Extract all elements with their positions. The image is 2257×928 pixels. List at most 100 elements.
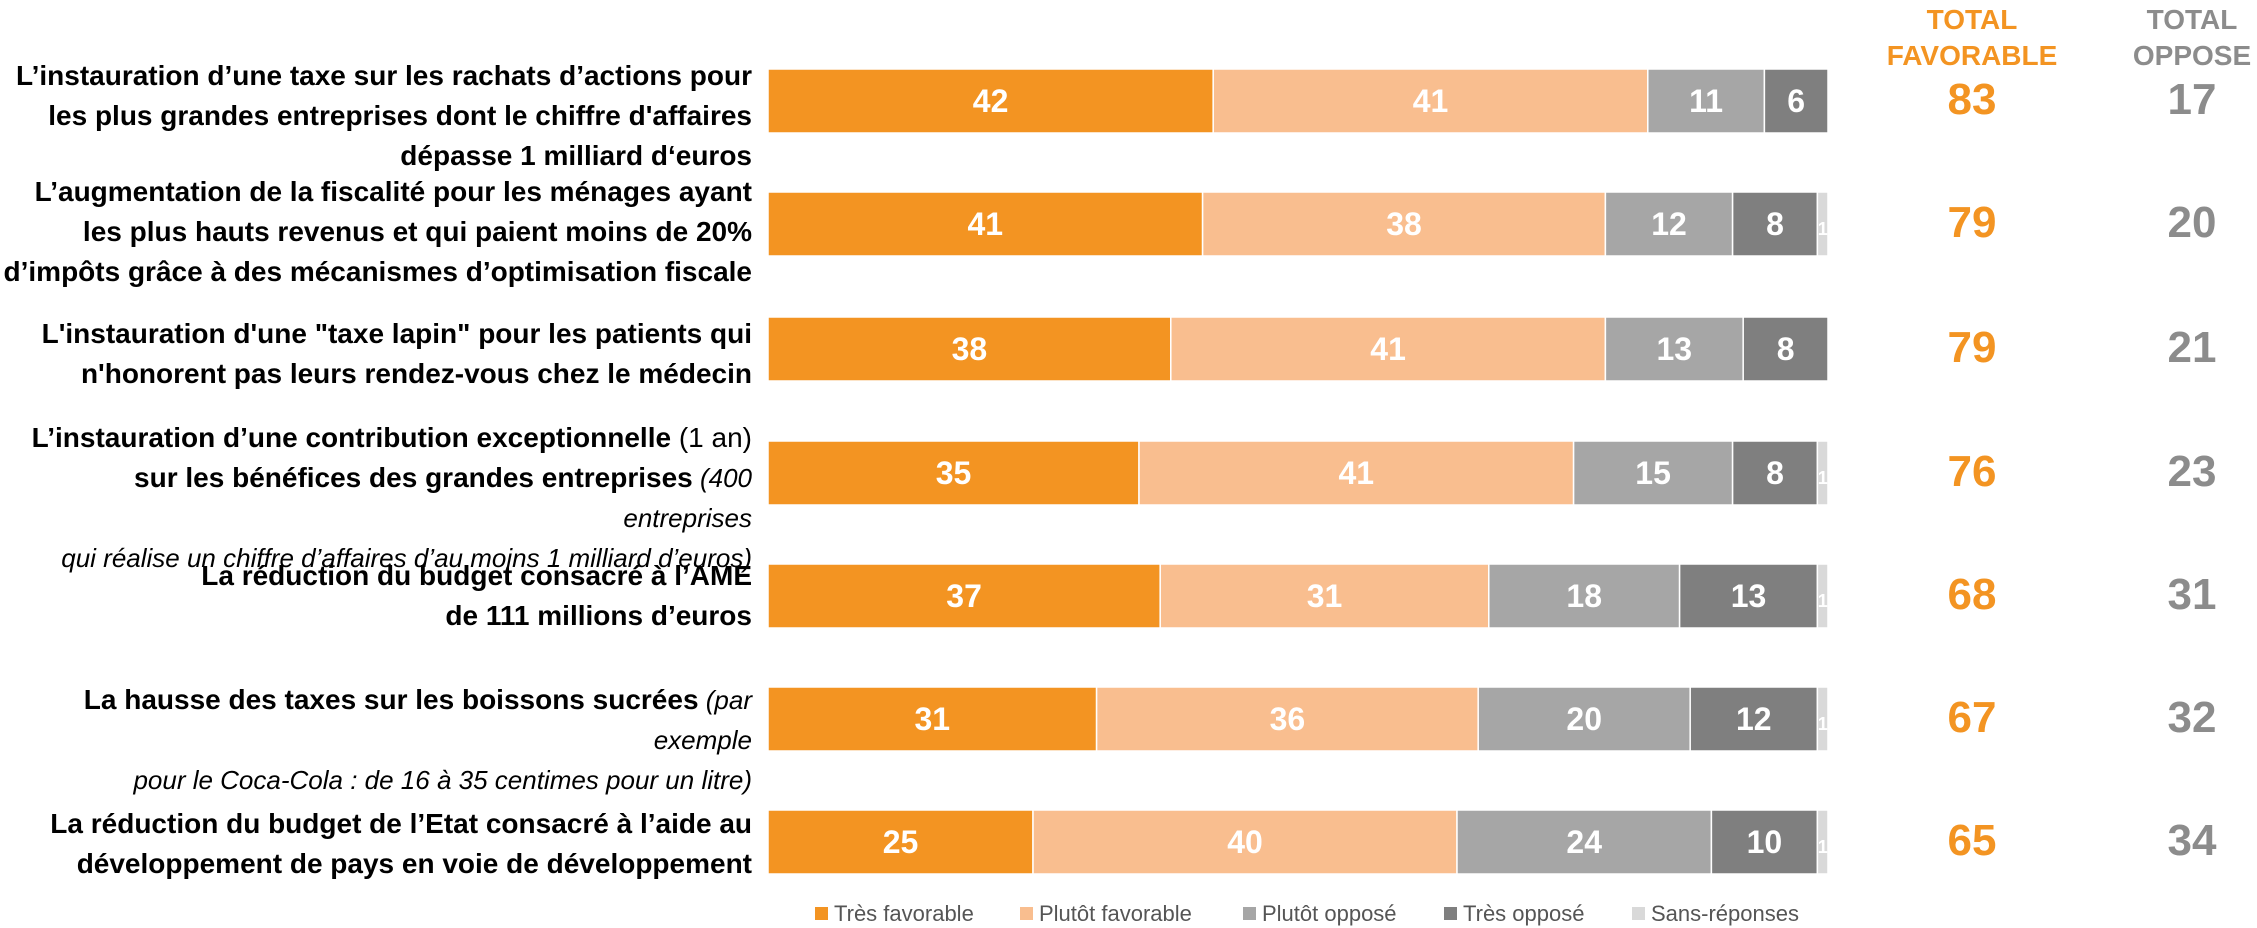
data-label-row6-series3: 20: [1566, 701, 1602, 737]
data-label-row5-series3: 18: [1566, 578, 1602, 614]
row-label-4: L’instauration d’une contribution except…: [31, 422, 752, 573]
total-favorable-value-row5: 68: [1947, 570, 1997, 619]
total-favorable-value-row4: 76: [1947, 447, 1997, 496]
bar-segment-row6-series1: [767, 686, 1098, 752]
data-label-row4-series2: 41: [1339, 455, 1375, 491]
total-oppose-value-row1: 17: [2167, 75, 2217, 124]
row-label-1: L’instauration d’une taxe sur les rachat…: [16, 60, 752, 171]
bar-segment-row7-series4: [1710, 809, 1819, 875]
data-label-row7-series5: 1: [1818, 837, 1828, 857]
total-oppose-value-row7: 34: [2167, 816, 2217, 865]
data-label-row2-series3: 12: [1651, 206, 1687, 242]
legend-label-4: Très opposé: [1463, 901, 1585, 926]
total-favorable-value-row1: 83: [1947, 75, 1997, 124]
bar-segment-row4-series1: [767, 440, 1140, 506]
row-label-7: La réduction du budget de l’Etat consacr…: [50, 808, 752, 879]
bar-segment-row7-series5: [1816, 809, 1829, 875]
legend-label-1: Très favorable: [834, 901, 974, 926]
data-label-row7-series1: 25: [883, 824, 919, 860]
row-label-5: La réduction du budget consacré à l’AME …: [201, 560, 752, 631]
total-favorable-value-row2: 79: [1947, 198, 1997, 247]
legend-label-3: Plutôt opposé: [1262, 901, 1397, 926]
legend-label-5: Sans-réponses: [1651, 901, 1799, 926]
legend-item-1: Très favorable: [815, 900, 974, 928]
total-favorable-value-row7: 65: [1947, 816, 1997, 865]
bar-segment-row4-series5: [1816, 440, 1829, 506]
data-label-row2-series5: 1: [1818, 219, 1828, 239]
data-label-row7-series4: 10: [1747, 824, 1783, 860]
data-label-row6-series5: 1: [1818, 714, 1828, 734]
bar-segment-row3-series3: [1604, 316, 1744, 382]
data-label-row3-series4: 8: [1777, 331, 1795, 367]
data-label-row1-series3: 11: [1689, 83, 1723, 119]
legend-item-5: Sans-réponses: [1632, 900, 1799, 928]
bar-segment-row6-series3: [1477, 686, 1691, 752]
bar-segment-row5-series3: [1488, 563, 1681, 629]
row-label-3: L'instauration d'une "taxe lapin" pour l…: [41, 318, 752, 389]
legend-swatch-1: [815, 907, 828, 920]
data-label-row1-series1: 42: [973, 83, 1009, 119]
data-label-row3-series2: 41: [1370, 331, 1406, 367]
bar-segment-row2-series2: [1201, 191, 1607, 257]
data-label-row4-series4: 8: [1766, 455, 1784, 491]
total-favorable-value-row6: 67: [1947, 693, 1997, 742]
total-favorable-header: TOTAL FAVORABLE: [1886, 4, 2058, 71]
row-label-6: La hausse des taxes sur les boissons suc…: [83, 684, 752, 795]
bar-segment-row1-series2: [1212, 68, 1649, 134]
bar-segment-row6-series2: [1095, 686, 1479, 752]
data-label-row6-series4: 12: [1736, 701, 1772, 737]
data-label-row1-series2: 41: [1413, 83, 1449, 119]
total-oppose-header: TOTAL OPPOSE: [2132, 4, 2252, 71]
bar-segment-row1-series3: [1647, 68, 1766, 134]
data-label-row7-series3: 24: [1566, 824, 1602, 860]
data-label-row4-series3: 15: [1635, 455, 1671, 491]
data-label-row1-series4: 6: [1787, 83, 1805, 119]
data-label-row6-series1: 31: [915, 701, 951, 737]
total-oppose-value-row6: 32: [2167, 693, 2217, 742]
legend-swatch-3: [1243, 907, 1256, 920]
data-label-row5-series4: 13: [1731, 578, 1767, 614]
legend-swatch-4: [1444, 907, 1457, 920]
bar-segment-row7-series3: [1456, 809, 1713, 875]
bar-segment-row1-series4: [1763, 68, 1829, 134]
legend-item-2: Plutôt favorable: [1020, 900, 1192, 928]
bar-segment-row4-series2: [1138, 440, 1575, 506]
bar-segment-row3-series2: [1170, 316, 1607, 382]
bar-segment-row3-series1: [767, 316, 1172, 382]
data-label-row2-series1: 41: [968, 206, 1004, 242]
bar-segment-row5-series5: [1816, 563, 1829, 629]
legend-item-4: Très opposé: [1444, 900, 1584, 928]
data-label-row5-series5: 1: [1818, 591, 1828, 611]
bar-segment-row3-series4: [1742, 316, 1829, 382]
bar-segment-row2-series3: [1604, 191, 1734, 257]
total-oppose-value-row3: 21: [2167, 323, 2217, 372]
total-oppose-value-row4: 23: [2167, 447, 2217, 496]
data-label-row5-series1: 37: [946, 578, 982, 614]
legend-label-2: Plutôt favorable: [1039, 901, 1192, 926]
bar-segment-row5-series4: [1678, 563, 1819, 629]
legend-item-3: Plutôt opposé: [1243, 900, 1397, 928]
bar-segment-row1-series1: [767, 68, 1214, 134]
bar-segment-row6-series4: [1689, 686, 1819, 752]
row-label-2: L’augmentation de la fiscalité pour les …: [3, 176, 752, 287]
data-label-row6-series2: 36: [1270, 701, 1306, 737]
data-label-row4-series5: 1: [1818, 468, 1828, 488]
bar-segment-row7-series2: [1032, 809, 1458, 875]
bar-segment-row4-series4: [1731, 440, 1819, 506]
bar-segment-row6-series5: [1816, 686, 1829, 752]
legend-swatch-2: [1020, 907, 1033, 920]
legend: Très favorable Plutôt favorable Plutôt opp…: [0, 900, 2257, 928]
data-label-row3-series3: 13: [1657, 331, 1693, 367]
data-label-row5-series2: 31: [1307, 578, 1343, 614]
data-label-row3-series1: 38: [952, 331, 988, 367]
data-label-row2-series2: 38: [1386, 206, 1422, 242]
bar-segment-row7-series1: [767, 809, 1034, 875]
total-oppose-value-row5: 31: [2167, 570, 2217, 619]
data-label-row2-series4: 8: [1766, 206, 1784, 242]
data-label-row7-series2: 40: [1227, 824, 1263, 860]
total-oppose-value-row2: 20: [2167, 198, 2217, 247]
legend-swatch-5: [1632, 907, 1645, 920]
bar-segment-row2-series5: [1816, 191, 1829, 257]
data-label-row4-series1: 35: [936, 455, 972, 491]
